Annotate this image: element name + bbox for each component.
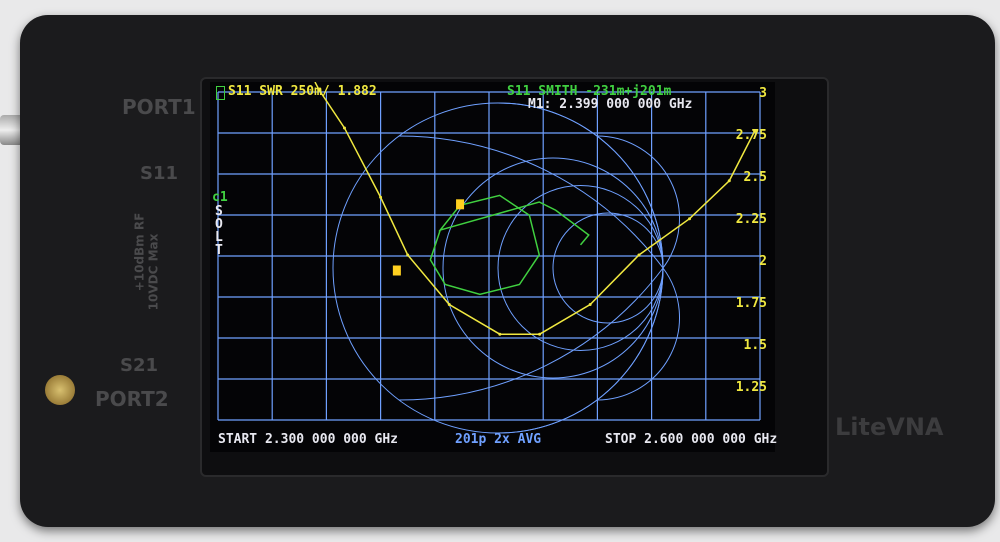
y-tick-label: 1.25: [735, 380, 767, 395]
port1-label: PORT1: [122, 95, 196, 119]
y-tick-label: 3: [759, 86, 767, 101]
sweep-points-avg[interactable]: 201p 2x AVG: [455, 432, 542, 447]
battery-icon: [216, 86, 225, 100]
plot-area: [217, 82, 761, 434]
vna-screen[interactable]: S11 SWR 250m/ 1.882 S11 SMITH -231m+j201…: [210, 82, 778, 452]
smith-resistance-circle: [552, 212, 664, 324]
swr-point: [688, 217, 692, 221]
port2-label: PORT2: [95, 387, 169, 411]
swr-point: [753, 129, 757, 133]
smith-trace-label[interactable]: S11 SMITH -231m+j201m: [507, 84, 672, 99]
cal-slot: c1: [212, 190, 228, 205]
cal-flag-o: O: [215, 217, 223, 232]
smith-reactance-arc: [596, 135, 680, 269]
swr-point: [637, 253, 641, 257]
brand-logo: LiteVNA: [835, 413, 944, 441]
swr-point: [447, 303, 451, 306]
swr-marker-m1: [392, 265, 401, 276]
marker-readout: M1: 2.399 000 000 GHz: [528, 97, 693, 112]
smith-marker-m1: [456, 199, 465, 210]
y-tick-label: 1.75: [735, 296, 767, 311]
start-frequency[interactable]: START 2.300 000 000 GHz: [218, 432, 399, 447]
y-tick-label: 2: [759, 254, 767, 269]
s11-label: S11: [140, 163, 179, 184]
swr-point: [588, 303, 592, 306]
smith-reactance-arc: [497, 267, 664, 434]
rf-limit: +10dBm RF: [132, 212, 147, 292]
cal-flag-t: T: [215, 243, 223, 258]
smith-reactance-arc: [596, 267, 680, 401]
swr-point: [498, 332, 502, 336]
swr-point: [727, 179, 731, 183]
cal-flag-l: L: [215, 230, 223, 245]
smith-reactance-arc: [497, 102, 664, 269]
port2-connector[interactable]: [45, 375, 75, 405]
y-tick-label: 2.75: [735, 128, 767, 143]
swr-point: [538, 332, 542, 336]
swr-point: [379, 195, 383, 199]
y-tick-label: 1.5: [743, 338, 767, 353]
smith-trace: [429, 194, 590, 296]
y-tick-label: 2.5: [743, 170, 767, 185]
smith-reactance-arc: [398, 135, 664, 269]
swr-point: [342, 126, 346, 130]
y-tick-label: 2.25: [735, 212, 767, 227]
dc-limit: 10VDC Max: [146, 233, 161, 311]
swr-point: [406, 253, 410, 257]
cal-flag-s: S: [215, 204, 223, 219]
swr-trace-label[interactable]: S11 SWR 250m/ 1.882: [228, 84, 377, 99]
s21-label: S21: [120, 355, 159, 376]
smith-reactance-arc: [398, 267, 664, 401]
swr-point: [317, 88, 321, 92]
stop-frequency[interactable]: STOP 2.600 000 000 GHz: [605, 432, 778, 447]
